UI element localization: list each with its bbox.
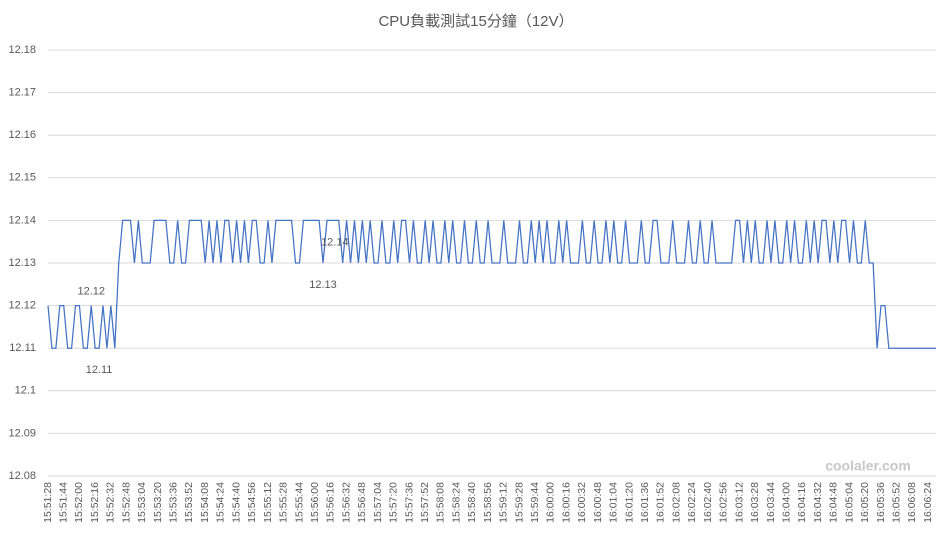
x-tick-label: 15:55:44 — [293, 482, 305, 523]
x-tick-label: 16:05:20 — [859, 482, 871, 523]
x-tick-label: 16:01:52 — [655, 482, 667, 523]
x-tick-label: 16:06:24 — [922, 482, 934, 523]
x-tick-label: 16:01:04 — [608, 482, 620, 523]
x-tick-label: 15:56:16 — [325, 482, 337, 523]
x-tick-label: 15:54:24 — [215, 482, 227, 523]
x-tick-label: 15:59:44 — [529, 482, 541, 523]
y-tick-label: 12.13 — [8, 257, 36, 269]
y-tick-label: 12.18 — [8, 44, 36, 56]
x-tick-label: 16:02:24 — [686, 482, 698, 523]
y-tick-label: 12.14 — [8, 214, 36, 226]
x-tick-label: 15:58:56 — [482, 482, 494, 523]
y-tick-label: 12.1 — [15, 385, 36, 397]
y-tick-label: 12.08 — [8, 470, 36, 482]
x-tick-label: 15:55:12 — [262, 482, 274, 523]
x-tick-label: 15:51:28 — [42, 482, 54, 523]
x-tick-label: 15:56:32 — [340, 482, 352, 523]
x-tick-label: 15:56:00 — [309, 482, 321, 523]
x-tick-label: 15:55:28 — [278, 482, 290, 523]
x-tick-label: 15:52:00 — [73, 482, 85, 523]
x-tick-label: 16:04:00 — [780, 482, 792, 523]
y-tick-label: 12.11 — [9, 342, 36, 354]
x-tick-label: 15:52:16 — [89, 482, 101, 523]
x-tick-label: 16:01:36 — [639, 482, 651, 523]
x-tick-label: 16:06:08 — [906, 482, 918, 523]
x-tick-label: 15:57:36 — [403, 482, 415, 523]
x-tick-label: 15:53:20 — [152, 482, 164, 523]
x-tick-label: 15:58:24 — [450, 482, 462, 523]
data-label: 12.14 — [321, 236, 349, 248]
x-tick-label: 16:00:00 — [545, 482, 557, 523]
x-tick-label: 16:04:48 — [828, 482, 840, 523]
x-tick-label: 15:56:48 — [356, 482, 368, 523]
x-tick-label: 16:05:52 — [890, 482, 902, 523]
x-tick-label: 15:52:48 — [120, 482, 132, 523]
x-tick-label: 15:54:08 — [199, 482, 211, 523]
x-tick-label: 15:54:40 — [230, 482, 242, 523]
x-tick-label: 15:53:04 — [136, 482, 148, 523]
x-tick-label: 15:57:52 — [419, 482, 431, 523]
y-tick-label: 12.16 — [8, 129, 36, 141]
y-tick-label: 12.09 — [8, 427, 36, 439]
x-tick-label: 15:59:28 — [513, 482, 525, 523]
x-tick-label: 16:04:16 — [796, 482, 808, 523]
x-tick-label: 16:02:40 — [702, 482, 714, 523]
data-label: 12.11 — [86, 364, 113, 376]
x-tick-label: 15:57:20 — [388, 482, 400, 523]
x-tick-label: 16:02:56 — [718, 482, 730, 523]
x-tick-label: 15:58:08 — [435, 482, 447, 523]
y-tick-label: 12.17 — [8, 87, 36, 99]
x-tick-label: 15:58:40 — [466, 482, 478, 523]
x-tick-label: 15:57:04 — [372, 482, 384, 523]
x-tick-label: 16:05:04 — [843, 482, 855, 523]
x-tick-label: 16:04:32 — [812, 482, 824, 523]
x-tick-label: 16:05:36 — [875, 482, 887, 523]
x-tick-label: 16:00:16 — [560, 482, 572, 523]
y-tick-label: 12.12 — [8, 300, 36, 312]
x-tick-label: 16:00:32 — [576, 482, 588, 523]
data-label: 12.13 — [309, 279, 337, 291]
x-tick-label: 15:52:32 — [105, 482, 117, 523]
y-tick-label: 12.15 — [8, 172, 36, 184]
x-tick-label: 15:51:44 — [57, 482, 69, 523]
x-tick-label: 16:01:20 — [623, 482, 635, 523]
x-tick-label: 15:54:56 — [246, 482, 258, 523]
x-tick-label: 16:03:28 — [749, 482, 761, 523]
data-label: 12.12 — [77, 286, 105, 298]
x-tick-label: 16:00:48 — [592, 482, 604, 523]
x-tick-label: 15:53:52 — [183, 482, 195, 523]
chart-title: CPU負載測試15分鐘（12V） — [378, 13, 573, 30]
watermark: coolaler.com — [825, 458, 911, 474]
x-tick-label: 16:02:08 — [670, 482, 682, 523]
data-line — [47, 219, 936, 349]
x-tick-label: 16:03:44 — [765, 482, 777, 523]
x-tick-label: 16:03:12 — [733, 482, 745, 523]
x-tick-label: 15:59:12 — [498, 482, 510, 523]
x-tick-label: 15:53:36 — [168, 482, 180, 523]
